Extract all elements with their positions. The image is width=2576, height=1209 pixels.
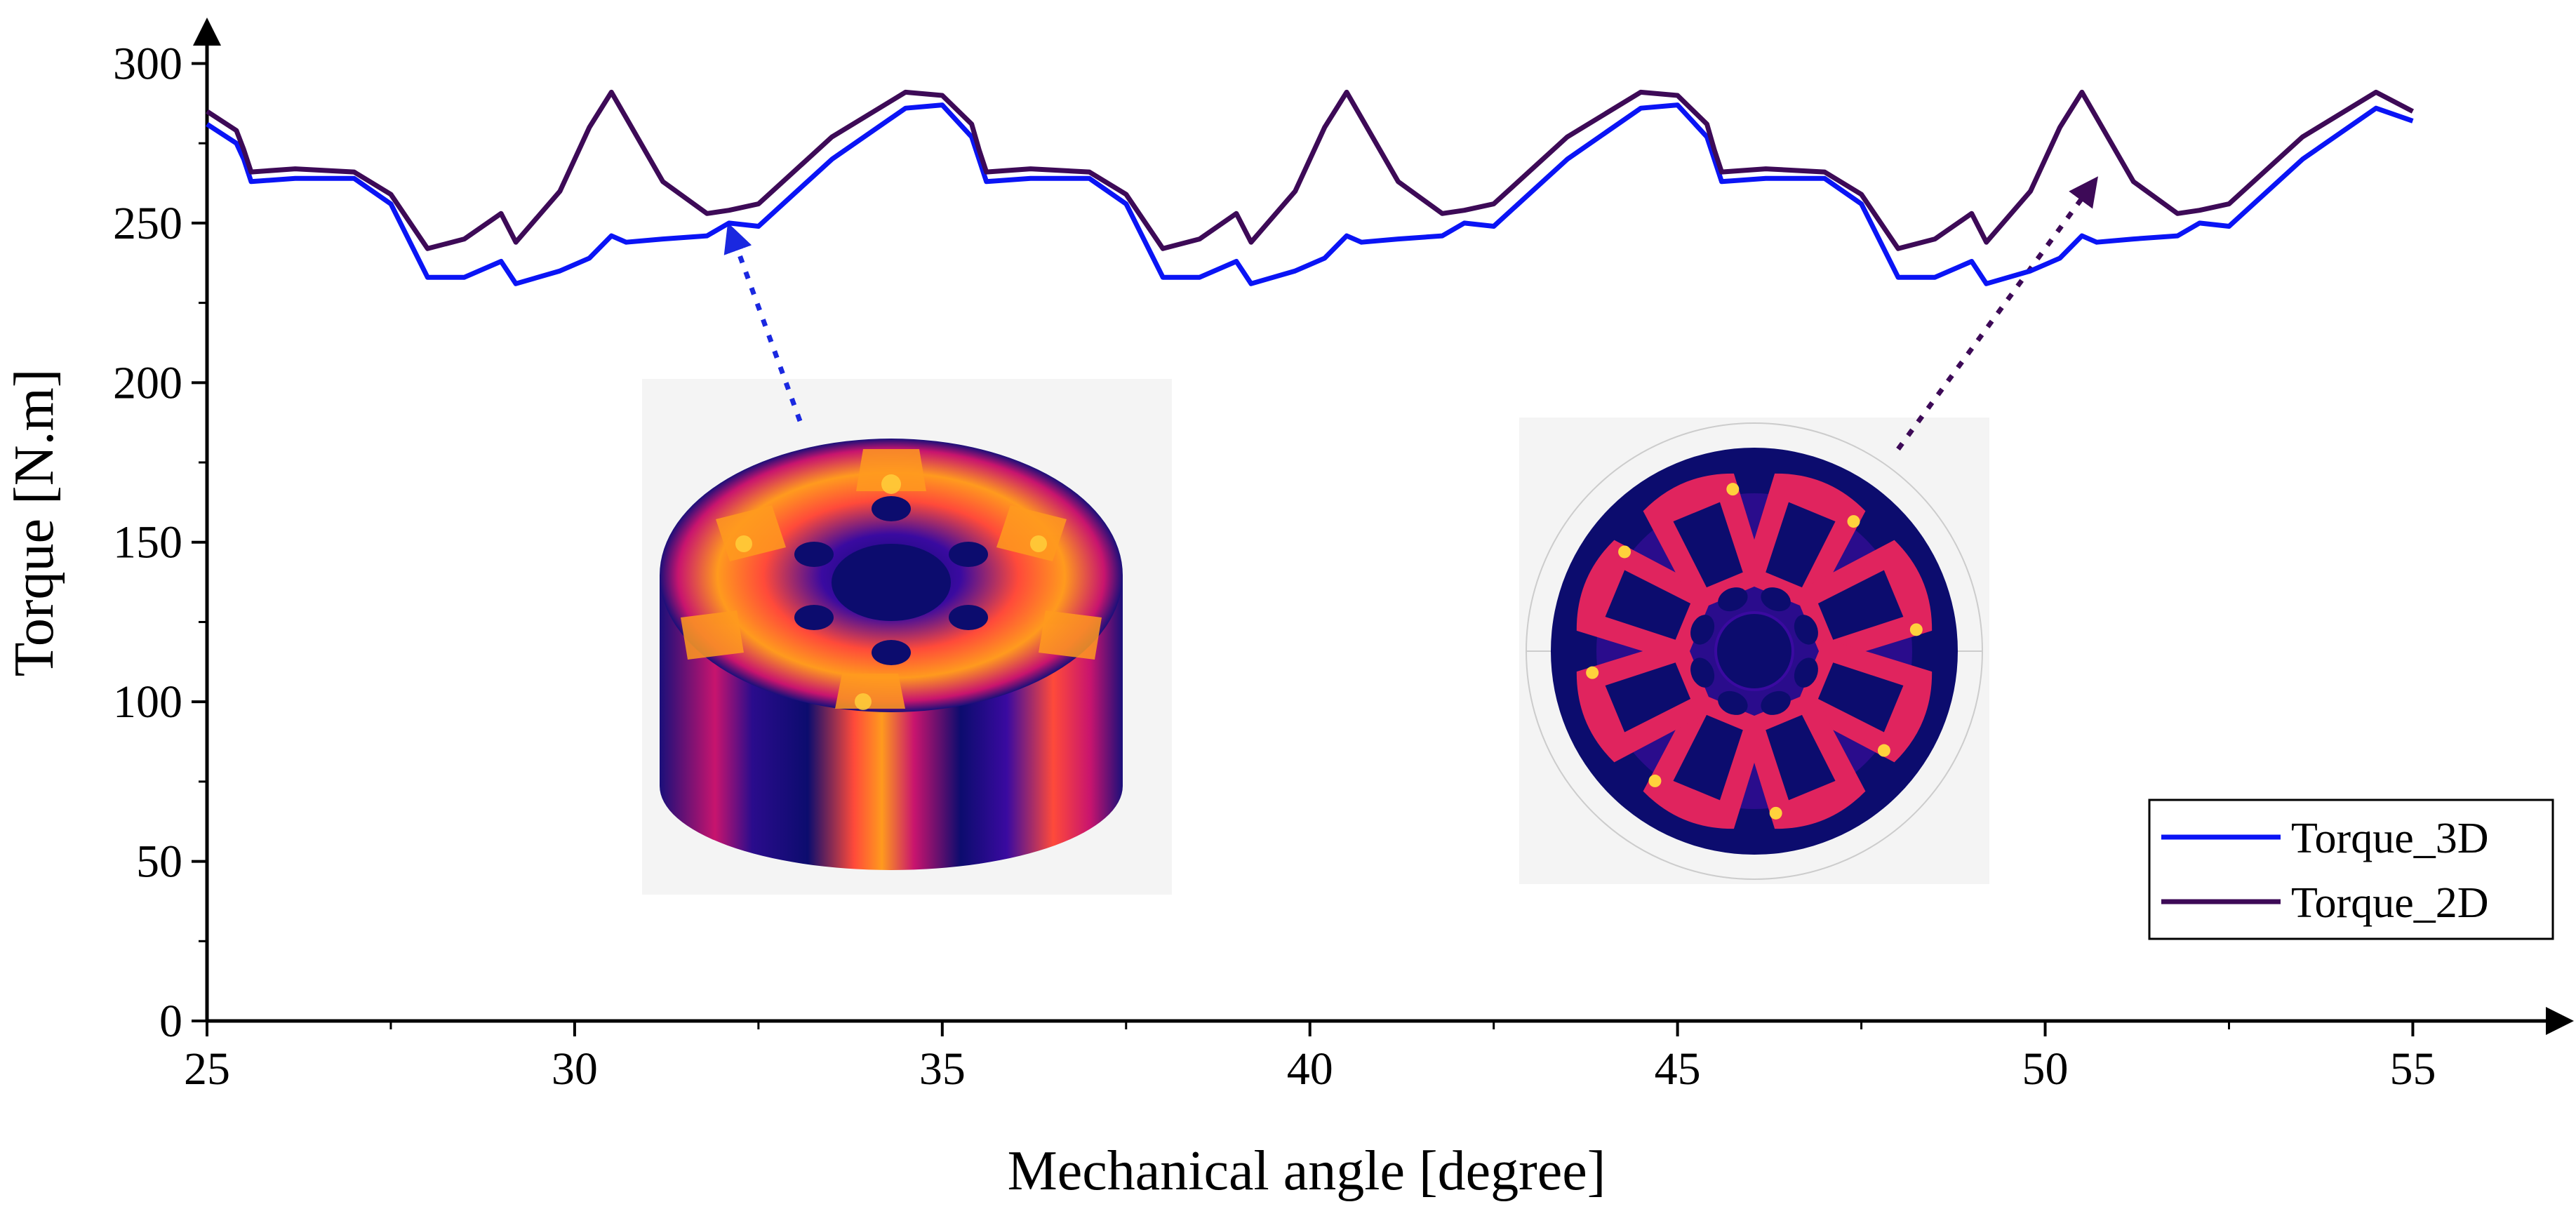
x-tick-label-40: 40 [1287,1043,1333,1095]
rotor-poles-2d [1576,473,1933,829]
series-layer [206,89,2415,286]
y-tick-label-100: 100 [113,676,182,728]
series-line-torque-3d [206,102,2414,286]
legend: Torque_3D Torque_2D [2148,799,2554,940]
x-tick-label-45: 45 [1655,1043,1701,1095]
y-tick-label-0: 0 [159,996,182,1047]
hot-spots-3d [735,474,1047,710]
inset-2d-motor-field [1519,418,1989,884]
x-tick-label-50: 50 [2022,1043,2069,1095]
rotor-pole-8 [1643,473,1768,612]
x-tick-label-30: 30 [552,1043,598,1095]
rotor-pole-5 [1643,690,1768,829]
x-ticks: 25 30 35 40 45 50 55 [184,1021,2436,1095]
y-tick-label-200: 200 [113,357,182,408]
y-ticks: 0 50 100 150 200 250 300 [113,38,207,1047]
x-axis-title: Mechanical angle [degree] [1008,1140,1606,1202]
rotor-pole-1 [1741,473,1866,612]
rotor-slots-3d [794,496,988,665]
arrow-to-2d-curve [1896,176,2098,451]
stator-teeth-3d [681,449,1102,709]
y-tick-label-50: 50 [136,836,182,888]
rotor-pole-3 [1794,638,1933,763]
x-tick-label-55: 55 [2389,1043,2436,1095]
rotor-pole-7 [1576,540,1715,664]
rotor-pole-6 [1576,638,1715,763]
legend-label-torque-3d: Torque_3D [2291,815,2488,862]
y-tick-label-250: 250 [113,198,182,249]
y-tick-label-300: 300 [113,38,182,89]
rotor-pole-2 [1794,540,1933,664]
shaft [1714,611,1794,691]
rotor-pole-4 [1741,690,1866,829]
y-tick-label-150: 150 [113,517,182,568]
axes: 0 50 100 150 200 250 300 25 30 35 40 45 50 55 [113,18,2574,1095]
x-tick-label-35: 35 [919,1043,966,1095]
x-tick-label-25: 25 [184,1043,230,1095]
y-axis-title: Torque [N.m] [4,369,65,677]
arrow-to-3d-curve [723,222,803,422]
inset-3d-motor-field [642,379,1172,895]
legend-label-torque-2d: Torque_2D [2291,879,2488,927]
series-line-torque-2d [206,89,2415,251]
legend-box [2148,799,2554,940]
